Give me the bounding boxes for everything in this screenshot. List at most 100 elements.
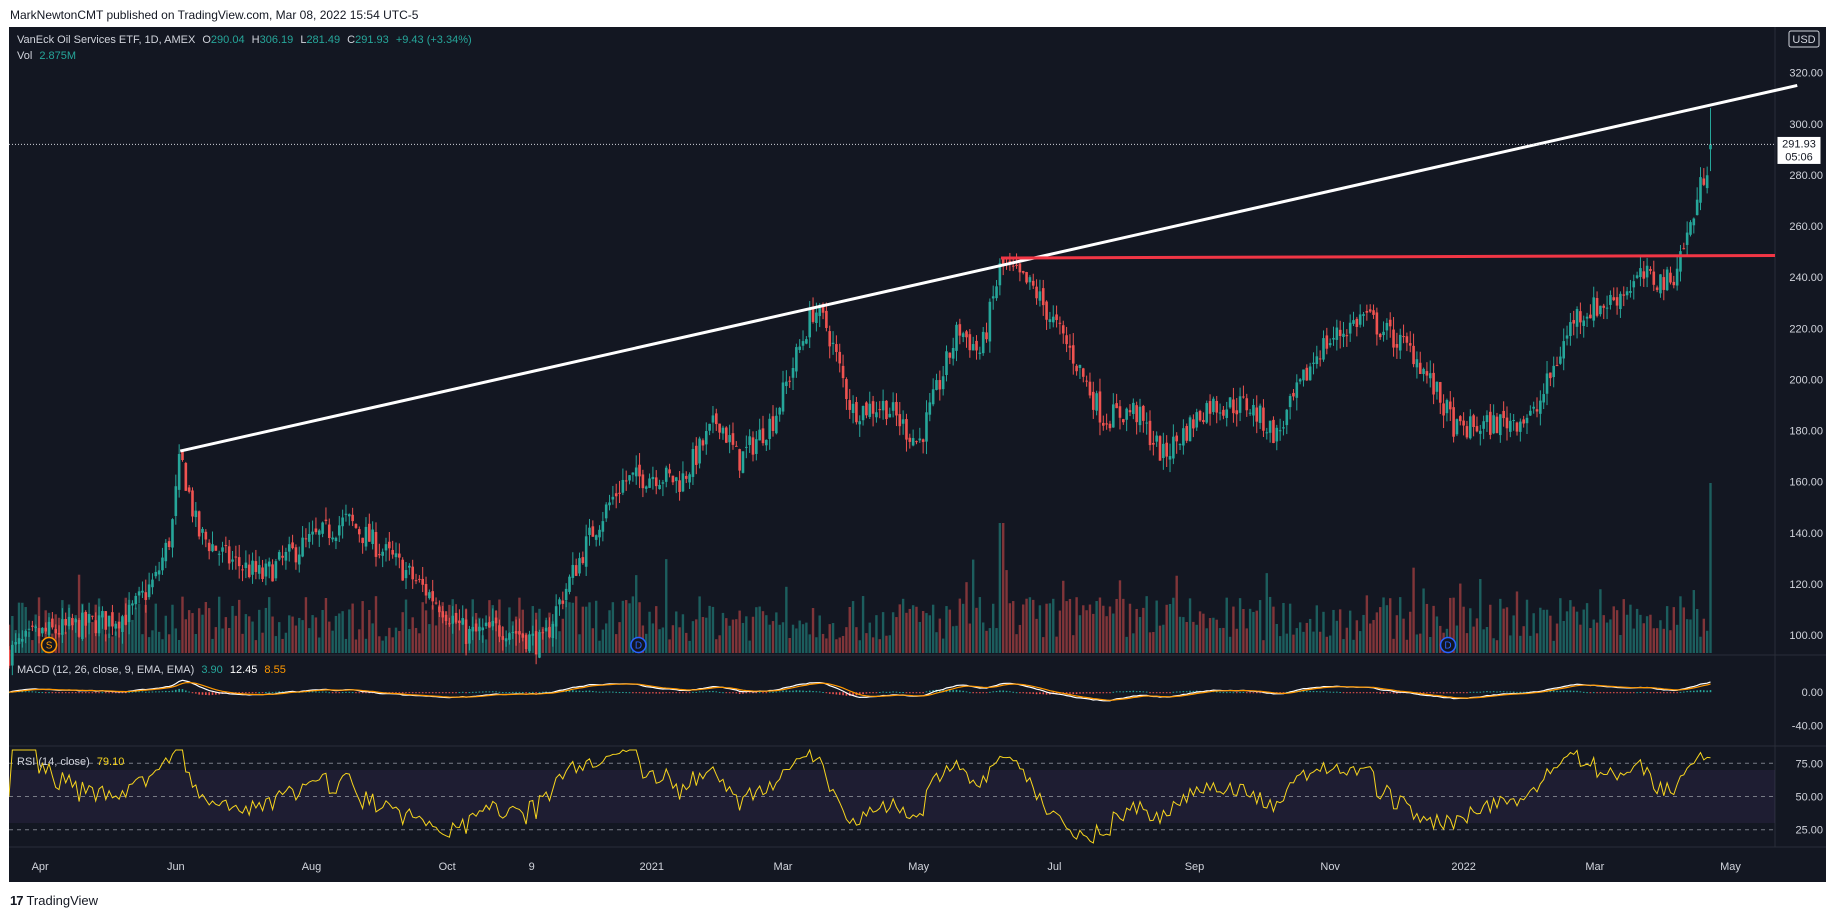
- volume-bar: [781, 622, 785, 653]
- candle: [174, 486, 178, 516]
- symbol-name[interactable]: VanEck Oil Services ETF, 1D, AMEX: [17, 34, 196, 46]
- macd-histogram-bar: [862, 692, 864, 695]
- macd-histogram-bar: [1642, 692, 1645, 694]
- candle: [958, 324, 962, 336]
- candle: [21, 638, 24, 642]
- candle: [408, 565, 411, 568]
- candle: [935, 380, 938, 390]
- candles[interactable]: [9, 107, 1712, 676]
- volume-bar: [1605, 622, 1609, 653]
- macd-histogram-bar: [1382, 692, 1385, 694]
- drawings[interactable]: [9, 83, 1798, 453]
- candle: [1235, 410, 1239, 415]
- macd-histogram-bar: [662, 692, 664, 694]
- candle: [661, 482, 665, 484]
- macd-histogram-bar: [68, 692, 70, 694]
- macd-pane[interactable]: [9, 679, 1712, 702]
- candle: [668, 469, 671, 474]
- candle: [197, 511, 201, 537]
- macd-histogram-bar: [1466, 692, 1468, 694]
- macd-histogram-bar: [1429, 692, 1432, 694]
- volume-bar: [771, 621, 775, 653]
- candle: [511, 631, 515, 633]
- macd-histogram-bar: [114, 692, 117, 694]
- volume-bar: [271, 616, 274, 653]
- candle: [1642, 271, 1646, 279]
- macd-histogram-bar: [1229, 691, 1231, 693]
- macd-histogram-bar: [1526, 691, 1528, 693]
- candle: [1629, 291, 1632, 293]
- volume-bar: [604, 623, 608, 653]
- symbol-legend[interactable]: VanEck Oil Services ETF, 1D, AMEX O290.0…: [17, 34, 472, 46]
- macd-histogram-bar: [195, 692, 197, 694]
- candle: [214, 545, 218, 551]
- macd-histogram-bar: [1175, 691, 1178, 693]
- volume-bar: [207, 608, 211, 653]
- candle: [638, 464, 641, 477]
- candle: [1569, 322, 1572, 336]
- volume-bar: [1532, 613, 1535, 653]
- volume-legend[interactable]: Vol 2.875M: [17, 50, 76, 62]
- rsi-pane[interactable]: [9, 748, 1775, 844]
- volume-bar: [1702, 618, 1706, 653]
- macd-histogram-bar: [1589, 692, 1592, 694]
- macd-histogram-bar: [895, 691, 898, 693]
- macd-histogram-bar: [1239, 692, 1241, 694]
- candle: [91, 615, 94, 617]
- candle: [805, 339, 808, 344]
- macd-histogram-bar: [1599, 692, 1602, 694]
- candle: [454, 612, 458, 623]
- candle: [1395, 344, 1399, 348]
- candle: [54, 629, 58, 634]
- volume-bar: [1592, 619, 1595, 653]
- candle: [1655, 287, 1659, 290]
- volume-bar: [1645, 616, 1649, 653]
- macd-histogram-bar: [124, 692, 127, 694]
- macd-legend[interactable]: MACD (12, 26, close, 9, EMA, EMA) 3.90 1…: [17, 664, 286, 676]
- candle: [718, 423, 721, 433]
- macd-histogram-bar: [632, 692, 634, 694]
- candle: [1348, 322, 1352, 334]
- rsi-legend[interactable]: RSI (14, close) 79.10: [17, 756, 124, 768]
- candle: [548, 626, 551, 638]
- macd-histogram-bar: [1582, 691, 1585, 693]
- macd-label[interactable]: MACD (12, 26, close, 9, EMA, EMA): [17, 664, 195, 676]
- macd-histogram-bar: [1092, 692, 1095, 694]
- candle: [778, 407, 781, 415]
- candle: [911, 438, 915, 446]
- candle: [87, 614, 91, 623]
- macd-histogram-bar: [98, 692, 100, 694]
- high-label: H: [251, 34, 260, 46]
- candle: [441, 611, 445, 618]
- macd-histogram-bar: [1279, 692, 1281, 694]
- candle: [1442, 403, 1445, 416]
- volume-bar: [151, 630, 154, 653]
- macd-histogram-bar: [505, 692, 507, 694]
- macd-histogram-bar: [331, 692, 334, 694]
- macd-histogram-bar: [315, 691, 317, 693]
- rsi-label[interactable]: RSI (14, close): [17, 756, 90, 768]
- volume-bar: [708, 605, 711, 653]
- volume-bar: [925, 613, 928, 653]
- macd-histogram-bar: [215, 692, 217, 695]
- time-tick-label: Aug: [302, 861, 322, 873]
- volume-bar: [1692, 590, 1696, 653]
- volume-bar: [1352, 639, 1355, 653]
- volume-bar: [1142, 607, 1145, 653]
- macd-histogram-bar: [1699, 689, 1702, 693]
- volume-bar: [1509, 635, 1512, 653]
- volume-bar: [324, 597, 328, 653]
- candle: [327, 524, 331, 539]
- volume-bar: [241, 633, 244, 653]
- candle: [421, 578, 424, 585]
- volume-bar: [154, 603, 157, 653]
- candle: [481, 627, 485, 631]
- candle: [1455, 419, 1459, 435]
- candle: [1392, 329, 1395, 348]
- volume-bar: [1435, 616, 1439, 653]
- candle: [81, 612, 84, 639]
- candle: [741, 451, 745, 473]
